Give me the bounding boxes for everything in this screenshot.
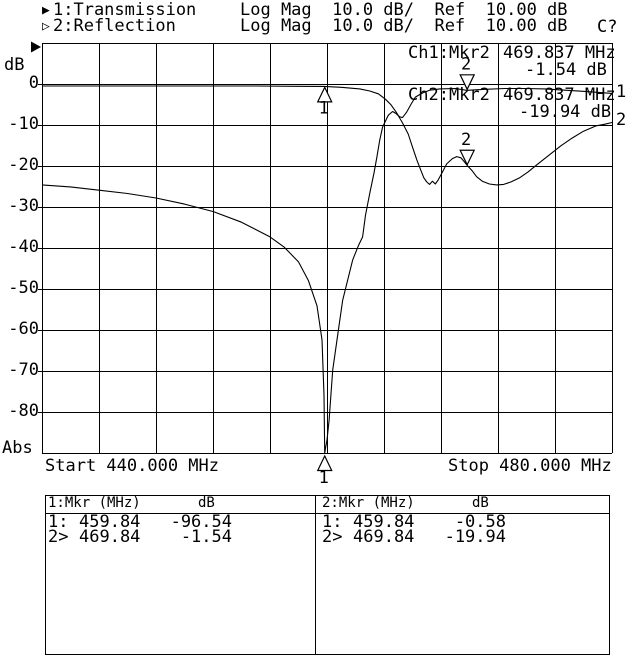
marker-row-number: 1: [48, 512, 69, 532]
marker-table-ch1-title: 1:Mkr (MHz) [48, 495, 141, 511]
ch1-trace-name: 1:Transmission [53, 0, 197, 20]
y-axis-tick-label: -50 [8, 278, 39, 298]
marker-table-ch2-unit: dB [472, 495, 489, 511]
ch2-trace-name: 2:Reflection [53, 16, 176, 36]
y-axis-tick-label: 0 [28, 73, 39, 93]
trace-1-transmission [41, 87, 613, 454]
ch1-active-indicator-icon: ▶ [42, 3, 50, 18]
trace-2-reflection [42, 85, 613, 186]
ch1-marker-readout-value: -1.54 dB [525, 60, 607, 80]
marker-row-number: 2> [48, 527, 69, 547]
marker-2-symbol-icon [459, 149, 476, 167]
marker-table-border [45, 495, 610, 655]
ch2-scale-settings: Log Mag 10.0 dB/ Ref 10.00 dB [240, 16, 568, 36]
marker-1-symbol-icon [316, 85, 333, 103]
marker-2-number-label: 2 [461, 130, 471, 150]
reference-level-indicator-icon [31, 41, 41, 53]
marker-row-value: -1.54 [180, 527, 232, 547]
ch2-marker-readout-value: -19.94 dB [519, 102, 612, 122]
y-axis-tick-label: -20 [8, 155, 39, 175]
trace1-end-label: 1 [616, 82, 627, 102]
y-axis-mode-label: Abs [2, 438, 33, 458]
marker-1-number-label: 1 [319, 98, 329, 118]
ch1-marker-readout-label: Ch1:Mkr2 [408, 43, 490, 63]
marker-table-ch2-title: 2:Mkr (MHz) [322, 495, 415, 511]
marker-2-symbol-icon [459, 74, 476, 91]
ch2-marker-readout-label: Ch2:Mkr2 [408, 85, 490, 105]
marker-table-ch1-unit: dB [198, 495, 215, 511]
marker-1-symbol-icon [316, 454, 333, 472]
marker-2-number-label: 2 [461, 54, 471, 74]
marker-row-value: -19.94 [444, 527, 506, 547]
cal-status-annotation: C? [597, 17, 618, 37]
plot-grid [38, 43, 613, 454]
y-axis-unit-label: dB [4, 55, 25, 75]
y-axis-tick-label: -70 [8, 360, 39, 380]
marker-row-frequency: 469.84 [79, 527, 141, 547]
y-axis-tick-label: -30 [8, 196, 39, 216]
marker-row-value: -0.58 [454, 512, 506, 532]
marker-row-frequency: 469.84 [353, 527, 415, 547]
marker-row-number: 2> [322, 527, 343, 547]
marker-table-frame [45, 495, 610, 655]
y-axis-tick-label: -60 [8, 319, 39, 339]
ch1-marker-readout-freq: 469.837 MHz [503, 43, 616, 63]
marker-row-number: 1: [322, 512, 343, 532]
ch1-scale-settings: Log Mag 10.0 dB/ Ref 10.00 dB [240, 0, 568, 20]
ch2-marker-readout-freq: 469.837 MHz [503, 85, 616, 105]
ch2-active-indicator-icon: ▷ [42, 19, 50, 34]
y-axis-tick-label: -10 [8, 114, 39, 134]
marker-row-frequency: 459.84 [79, 512, 141, 532]
trace2-end-label: 2 [616, 110, 627, 130]
start-frequency-label: Start 440.000 MHz [45, 456, 219, 476]
y-axis-tick-label: -40 [8, 237, 39, 257]
y-axis-tick-label: -80 [8, 401, 39, 421]
marker-1-number-label: 1 [319, 468, 329, 488]
marker-row-frequency: 459.84 [353, 512, 415, 532]
stop-frequency-label: Stop 480.000 MHz [448, 456, 612, 476]
marker-row-value: -96.54 [170, 512, 232, 532]
